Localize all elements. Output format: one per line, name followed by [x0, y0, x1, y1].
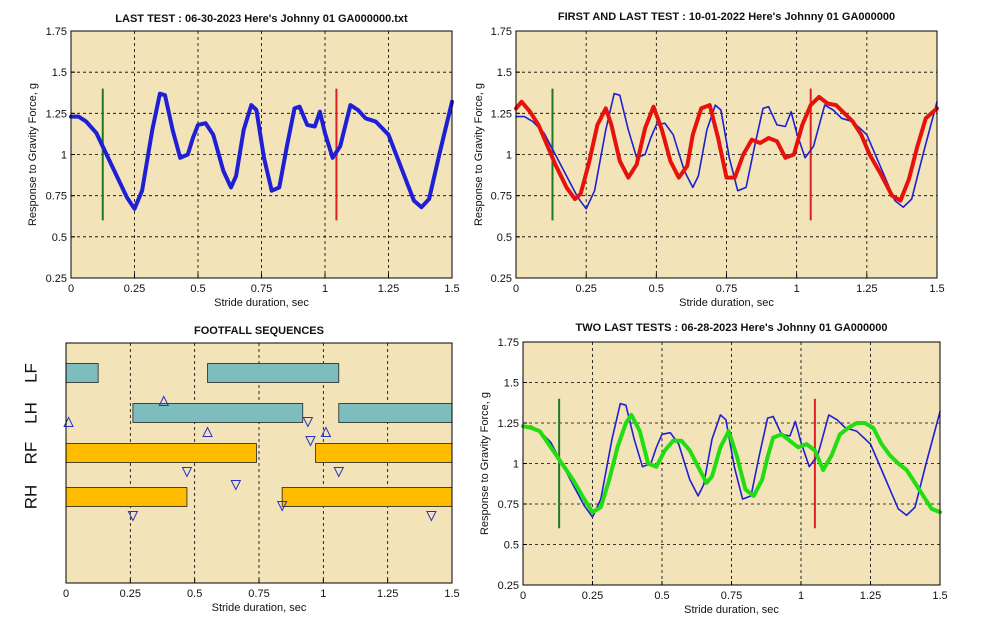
y-tick-label: 1.5	[497, 67, 512, 79]
series-line-first_test	[514, 94, 939, 203]
footfall-triangle	[302, 417, 314, 428]
footfall-triangle	[426, 511, 437, 522]
x-tick-label: 0.75	[721, 590, 742, 602]
series-line-last_test	[69, 91, 454, 211]
x-tick-label: 1.25	[860, 590, 881, 602]
x-tick-label: 1.5	[932, 590, 947, 602]
y-tick-label: 1.25	[498, 418, 519, 430]
chart-last-test: 0 0.25 0.5 0.75 1 1.25 1.50.250.50.7511.251.51…	[27, 13, 460, 309]
footfall-row-label: RH	[21, 485, 40, 510]
footfall-row-label: RF	[21, 442, 40, 465]
footfall-triangle	[127, 511, 139, 522]
x-tick-label: 0	[513, 283, 519, 295]
x-tick-label: 0.75	[248, 588, 269, 600]
footfall-bar-rf	[65, 443, 257, 463]
y-tick-label: 0.25	[498, 580, 519, 592]
series-line-two_last	[521, 412, 942, 515]
footfall-triangle	[158, 395, 170, 406]
footfall-bar-lh	[132, 403, 304, 423]
y-tick-label: 1.75	[46, 26, 67, 38]
footfall-bar-lh	[338, 403, 453, 423]
x-tick-label: 0.25	[575, 283, 596, 295]
x-axis-label: Stride duration, sec	[679, 297, 774, 309]
chart-title: FOOTFALL SEQUENCES	[194, 325, 324, 337]
footfall-bar-rf	[315, 443, 453, 463]
y-tick-label: 1.5	[504, 378, 519, 390]
x-tick-label: 1.5	[929, 283, 944, 295]
chart-two-last: 0 0.25 0.5 0.75 1 1.25 1.50.250.50.7511.251.51…	[479, 322, 948, 616]
x-tick-label: 0.5	[187, 588, 202, 600]
x-tick-label: 1.25	[856, 283, 877, 295]
y-tick-label: 1	[506, 150, 512, 162]
footfall-row-label: LF	[21, 363, 40, 383]
x-tick-label: 1	[798, 590, 804, 602]
y-axis-label: Response to Gravity Force, g	[479, 392, 491, 535]
x-tick-label: 0.25	[120, 588, 141, 600]
footfall-bar-rh	[281, 487, 453, 507]
footfall-triangle	[305, 436, 316, 447]
footfall-bar-lf	[207, 363, 340, 383]
x-tick-label: 0	[520, 590, 526, 602]
x-tick-label: 0.5	[654, 590, 669, 602]
y-tick-label: 1.75	[491, 26, 512, 38]
x-tick-label: 1	[322, 283, 328, 295]
x-tick-label: 1	[794, 283, 800, 295]
y-tick-label: 0.75	[491, 191, 512, 203]
x-tick-label: 0.5	[649, 283, 664, 295]
chart-title: FIRST AND LAST TEST : 10-01-2022 Here's …	[558, 11, 895, 23]
x-axis-label: Stride duration, sec	[212, 602, 307, 614]
x-axis-label: Stride duration, sec	[214, 297, 309, 309]
footfall-triangle	[181, 467, 193, 478]
y-axis-label: Response to Gravity Force, g	[473, 83, 485, 226]
x-tick-label: 0.25	[582, 590, 603, 602]
y-tick-label: 1.25	[491, 108, 512, 120]
footfall-triangle	[230, 480, 242, 491]
y-tick-label: 0.5	[504, 540, 519, 552]
series-line-last_test	[515, 92, 938, 210]
footfall-bar-rh	[65, 487, 188, 507]
x-tick-label: 1.5	[444, 588, 459, 600]
y-tick-label: 0.75	[498, 499, 519, 511]
y-tick-label: 0.5	[497, 232, 512, 244]
footfall-row-label: LH	[21, 402, 40, 424]
y-tick-label: 0.25	[491, 273, 512, 285]
chart-title: LAST TEST : 06-30-2023 Here's Johnny 01 …	[115, 13, 408, 25]
x-tick-label: 1.5	[444, 283, 459, 295]
y-tick-label: 0.75	[46, 191, 67, 203]
x-tick-label: 0.25	[124, 283, 145, 295]
y-tick-label: 0.25	[46, 273, 67, 285]
chart-footfall: LF LH RF RH 0 0.25 0.5 0.75 1 1.25 1.5 FOOTFALL SEQ…	[21, 325, 459, 614]
footfall-triangle	[320, 426, 332, 437]
x-tick-label: 0	[63, 588, 69, 600]
y-tick-label: 1.5	[52, 67, 67, 79]
y-axis-label: Response to Gravity Force, g	[27, 83, 39, 226]
x-tick-label: 1.25	[378, 283, 399, 295]
x-tick-label: 0.75	[251, 283, 272, 295]
footfall-triangle	[276, 501, 288, 512]
x-tick-label: 0.5	[190, 283, 205, 295]
footfall-bar-lf	[65, 363, 99, 383]
y-tick-label: 1.25	[46, 108, 67, 120]
chart-title: TWO LAST TESTS : 06-28-2023 Here's Johnn…	[576, 322, 888, 334]
footfall-triangle	[202, 426, 213, 437]
x-tick-label: 1	[320, 588, 326, 600]
x-tick-label: 0.75	[716, 283, 737, 295]
footfall-triangle	[333, 467, 345, 478]
x-tick-label: 1.25	[377, 588, 398, 600]
y-tick-label: 0.5	[52, 232, 67, 244]
y-tick-label: 1	[61, 150, 67, 162]
y-tick-label: 1.75	[498, 337, 519, 349]
chart-first-last: 0 0.25 0.5 0.75 1 1.25 1.50.250.50.7511.251.51…	[473, 11, 945, 309]
y-tick-label: 1	[513, 459, 519, 471]
x-tick-label: 0	[68, 283, 74, 295]
x-axis-label: Stride duration, sec	[684, 604, 779, 616]
